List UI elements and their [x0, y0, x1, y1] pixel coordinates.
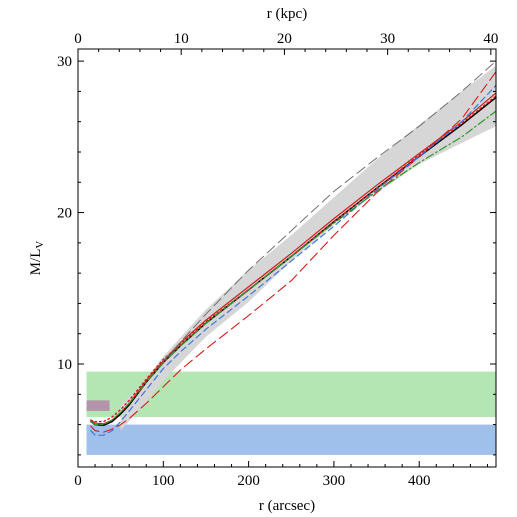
gray-envelope: [120, 65, 496, 431]
series-line-4-blue-dashed: [90, 84, 497, 436]
shaded-boxes: [86, 371, 496, 455]
x2-tick-label-20: 20: [277, 31, 292, 47]
x2-tick-label-40: 40: [483, 31, 498, 47]
x2-tick-label-30: 30: [380, 31, 395, 47]
x-tick-label-400: 400: [408, 473, 431, 489]
envelope-area: [120, 65, 496, 431]
series-lines: [90, 60, 497, 436]
x-tick-label-0: 0: [74, 473, 82, 489]
x-tick-label-300: 300: [323, 473, 346, 489]
y-tick-label-10: 10: [57, 357, 72, 373]
y-tick-label-30: 30: [57, 54, 72, 70]
y-axis-label-main: M/L: [28, 249, 44, 276]
y-axis-label: M/LV: [28, 241, 46, 276]
y-tick-label-20: 20: [57, 206, 72, 222]
top-x-axis-label: r (kpc): [267, 6, 307, 22]
band-box-2: [86, 400, 110, 411]
series-line-3-red-longdash: [90, 71, 497, 433]
series-line-2-red-dotted: [90, 95, 497, 423]
band-box-1: [86, 424, 496, 455]
axis-ticks: 0 100 200 300 400 0 10 20 30 40 10 20 30: [57, 31, 498, 489]
x-axis-label: r (arcsec): [259, 498, 315, 514]
x-tick-label-100: 100: [152, 473, 175, 489]
x2-tick-label-0: 0: [74, 31, 82, 47]
plot-frame: [77, 48, 497, 468]
series-line-5-green-dashdot: [90, 110, 497, 426]
series-line-6-gray-longdash: [162, 60, 497, 362]
x-tick-label-200: 200: [237, 473, 260, 489]
y-axis-label-sub: V: [34, 241, 46, 249]
y-axis-label-group: M/LV: [28, 241, 46, 276]
x2-tick-label-10: 10: [174, 31, 189, 47]
